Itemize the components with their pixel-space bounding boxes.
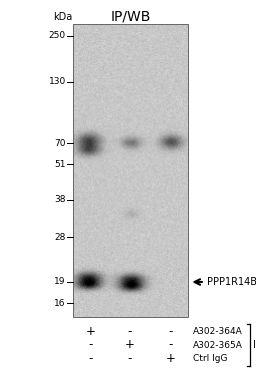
Text: +: + [124,339,134,351]
Text: +: + [86,326,96,338]
Bar [73,24,188,317]
Text: -: - [168,326,173,338]
Text: 28: 28 [55,232,66,242]
Text: IP/WB: IP/WB [110,9,151,23]
Text: 250: 250 [49,31,66,40]
Text: +: + [165,352,175,364]
Text: 19: 19 [54,278,66,286]
Text: -: - [127,352,132,364]
Text: 130: 130 [49,77,66,86]
Text: -: - [127,326,132,338]
Text: -: - [89,352,93,364]
Text: -: - [89,339,93,351]
Text: 38: 38 [54,195,66,204]
Text: kDa: kDa [53,12,72,22]
Text: 16: 16 [54,298,66,307]
Text: A302-365A: A302-365A [193,340,243,350]
Text: -: - [168,339,173,351]
Text: 70: 70 [54,139,66,148]
Text: 51: 51 [54,160,66,169]
Text: PPP1R14B: PPP1R14B [207,277,256,287]
Text: IP: IP [253,340,256,350]
Text: Ctrl IgG: Ctrl IgG [193,354,227,363]
Text: A302-364A: A302-364A [193,327,242,336]
